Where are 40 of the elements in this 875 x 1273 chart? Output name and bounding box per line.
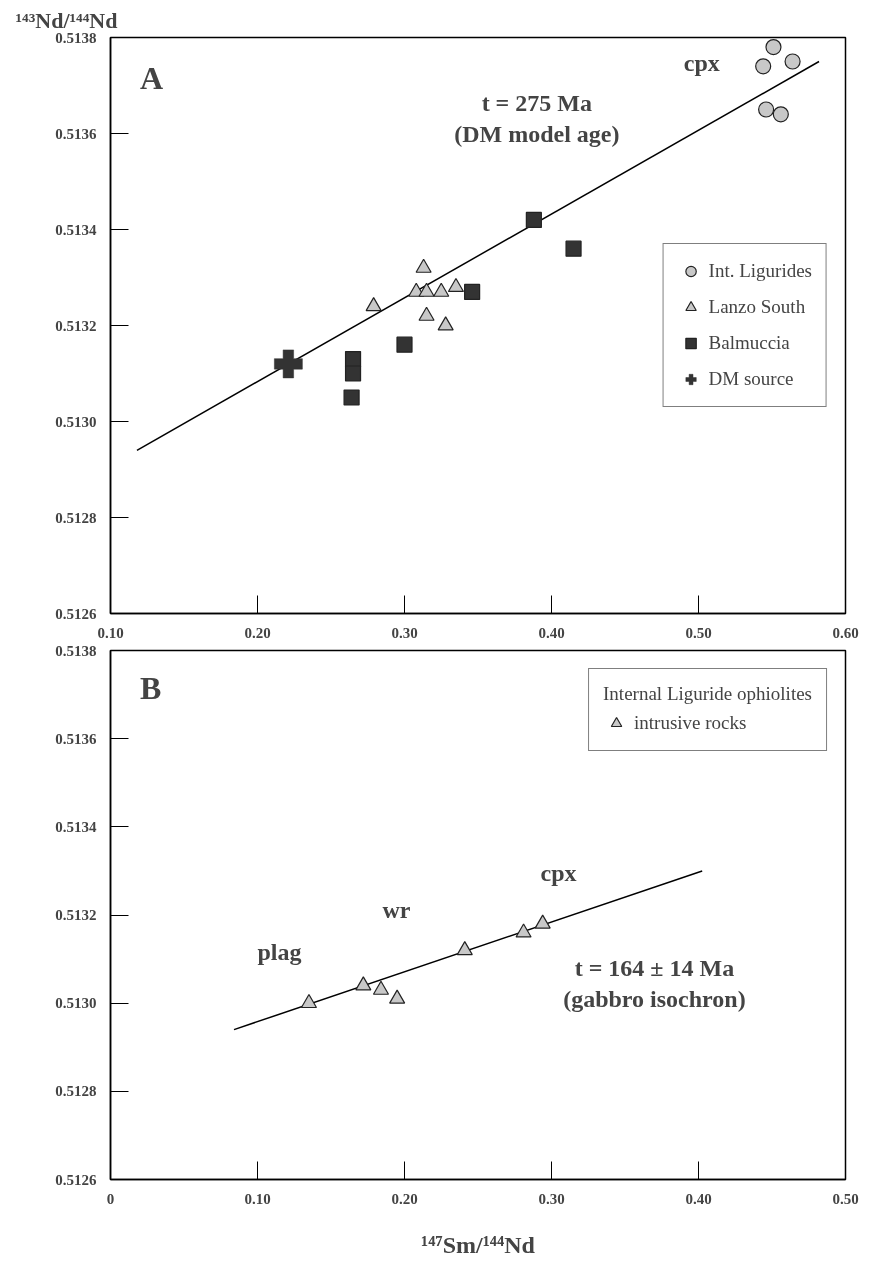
legend-label: DM source [708, 368, 794, 390]
legend-label: intrusive rocks [634, 712, 747, 734]
y-tick-label: 0.5132 [55, 317, 97, 334]
legend-label: Int. Ligurides [708, 260, 812, 282]
x-tick-label: 0.50 [685, 624, 712, 641]
x-tick-label: 0.10 [244, 1190, 271, 1207]
annotation: t = 164 ± 14 Ma (gabbro isochron) [563, 955, 746, 1013]
y-tick-label: 0.5126 [55, 1171, 97, 1188]
annotation: plag [257, 939, 302, 966]
annotation: cpx [540, 859, 577, 886]
x-tick-label: 0.20 [391, 1190, 418, 1207]
x-tick-label: 0 [106, 1190, 115, 1207]
y-tick-label: 0.5130 [55, 995, 97, 1012]
x-axis-title: ¹⁴⁷Sm/¹⁴⁴Nd [421, 1231, 536, 1258]
x-tick-label: 0.10 [97, 624, 124, 641]
x-tick-label: 0.40 [685, 1190, 712, 1207]
annotation: wr [382, 896, 411, 923]
x-tick-label: 0.40 [538, 624, 565, 641]
x-tick-label: 0.30 [391, 624, 418, 641]
y-tick-label: 0.5134 [55, 818, 97, 835]
y-tick-label: 0.5136 [55, 125, 97, 142]
x-tick-label: 0.30 [538, 1190, 565, 1207]
y-tick-label: 0.5130 [55, 413, 97, 430]
y-tick-label: 0.5132 [55, 907, 97, 923]
y-tick-label: 0.5138 [55, 642, 97, 659]
x-tick-label: 0.60 [832, 624, 859, 641]
annotation: A [139, 59, 164, 96]
annotation: t = 275 Ma (DM model age) [454, 89, 620, 147]
y-tick-label: 0.5126 [55, 605, 97, 622]
legend-label: Balmuccia [708, 332, 790, 354]
x-tick-label: 0.50 [832, 1190, 859, 1207]
y-tick-label: 0.5136 [55, 730, 97, 747]
y-tick-label: 0.5134 [55, 221, 97, 238]
x-tick-label: 0.20 [244, 624, 271, 641]
annotation: B [139, 669, 162, 706]
y-tick-label: 0.5128 [55, 1083, 97, 1100]
legend-label: Lanzo South [708, 296, 806, 318]
legend-title: Internal Liguride ophiolites [603, 683, 812, 705]
annotation: cpx [683, 50, 720, 77]
y-tick-label: 0.5128 [55, 509, 97, 526]
